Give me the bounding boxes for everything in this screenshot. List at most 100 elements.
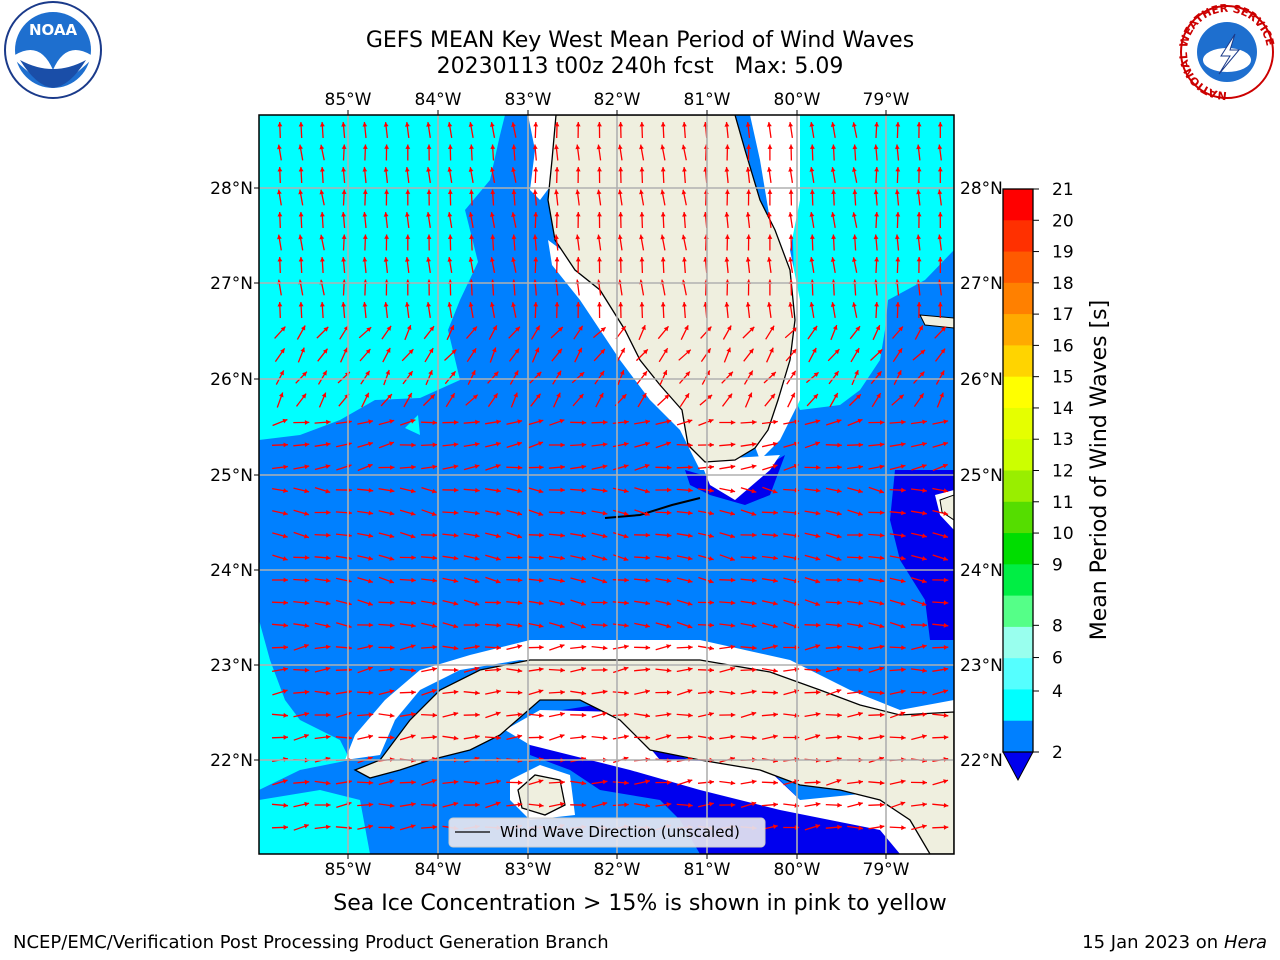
colorbar-segment — [1003, 376, 1033, 409]
wind-arrow — [591, 667, 608, 673]
wind-arrow — [442, 599, 459, 606]
wind-arrow — [655, 441, 672, 449]
wind-arrow — [317, 348, 329, 362]
lon-top-label: 85°W — [325, 90, 372, 110]
wind-arrow — [277, 301, 283, 319]
wind-arrow — [676, 734, 693, 740]
wind-arrow — [357, 780, 374, 786]
wind-arrow — [682, 301, 687, 319]
wind-arrow — [399, 668, 416, 673]
wind-arrow — [911, 577, 927, 584]
wind-arrow — [676, 419, 693, 426]
wind-arrow — [830, 324, 838, 341]
wind-arrow — [570, 487, 587, 493]
wind-arrow — [740, 735, 757, 741]
wind-arrow — [676, 621, 693, 629]
florida-keys — [604, 497, 701, 519]
wind-arrow — [932, 803, 949, 808]
wind-arrow — [766, 347, 774, 363]
wind-arrow — [490, 234, 496, 251]
wind-arrow — [932, 825, 949, 830]
wind-arrow — [868, 712, 885, 718]
wind-arrow — [804, 419, 821, 426]
wind-arrow — [744, 392, 753, 408]
wind-arrow — [804, 599, 821, 606]
wind-arrow — [591, 510, 608, 516]
wind-arrow — [740, 801, 757, 809]
wind-arrow — [767, 234, 773, 251]
wind-arrow — [831, 234, 836, 251]
wind-arrow — [916, 256, 922, 274]
wind-arrow — [847, 801, 863, 808]
wind-arrow — [639, 211, 645, 229]
wind-arrow — [554, 189, 559, 206]
wind-arrow — [357, 510, 374, 516]
wind-arrow — [548, 555, 565, 561]
wind-arrow — [421, 578, 438, 583]
wind-arrow — [399, 531, 416, 539]
wind-arrow — [548, 711, 565, 718]
wind-arrow — [549, 734, 565, 741]
wind-arrow — [570, 802, 587, 808]
wind-arrow — [510, 392, 518, 408]
wind-arrow — [676, 644, 693, 650]
wind-arrow — [341, 166, 346, 184]
wind-arrow — [847, 464, 864, 470]
wind-arrow-field — [271, 121, 949, 831]
wind-arrow — [616, 347, 626, 363]
lat-right-label: 24°N — [960, 561, 1003, 581]
wind-arrow — [554, 301, 560, 319]
wind-arrow — [810, 189, 815, 206]
wind-arrow — [490, 189, 496, 206]
wind-arrow — [932, 463, 948, 472]
wind-arrow — [719, 509, 736, 516]
wind-arrow — [724, 211, 730, 229]
wind-arrow — [597, 166, 602, 184]
wind-arrow — [463, 644, 480, 650]
wind-arrow — [319, 234, 325, 251]
wind-arrow — [895, 121, 901, 139]
wind-arrow — [697, 779, 715, 785]
wind-arrow — [612, 509, 629, 516]
wind-arrow — [634, 464, 650, 471]
wind-arrow — [825, 487, 842, 494]
wind-arrow — [889, 801, 906, 809]
wind-arrow — [591, 689, 608, 695]
wind-arrow — [597, 256, 602, 274]
wind-arrow — [804, 779, 821, 785]
wind-arrow — [830, 211, 836, 229]
wind-arrow — [761, 532, 778, 538]
wind-arrow — [639, 166, 645, 184]
wind-arrow — [895, 211, 901, 229]
wind-arrow — [596, 234, 602, 251]
wind-arrow — [271, 802, 289, 808]
wind-arrow — [533, 256, 539, 274]
wind-arrow — [506, 802, 523, 807]
wind-arrow — [847, 418, 863, 427]
lon-top-label: 81°W — [684, 90, 731, 110]
wind-arrow — [847, 711, 863, 718]
wind-arrow — [596, 189, 602, 206]
lat-right-label: 23°N — [960, 656, 1003, 676]
wind-arrow — [937, 167, 943, 183]
wind-arrow — [274, 348, 286, 362]
wind-arrow — [740, 622, 757, 628]
wind-arrow — [932, 487, 949, 493]
wind-arrow — [444, 349, 457, 361]
wind-arrow — [378, 600, 395, 605]
wind-arrow — [357, 644, 374, 650]
lon-bottom-label: 80°W — [774, 860, 821, 880]
colorbar-segment — [1003, 720, 1033, 753]
wind-arrow — [745, 122, 751, 138]
wind-arrow — [506, 419, 523, 425]
wind-arrow — [788, 257, 794, 273]
wind-arrow — [636, 370, 648, 385]
lat-right-label: 25°N — [960, 466, 1003, 486]
wind-arrow — [678, 349, 692, 361]
lon-bottom-label: 83°W — [505, 860, 552, 880]
colorbar-label: Mean Period of Wind Waves [s] — [1087, 300, 1112, 640]
lon-ticks-top: 85°W 84°W 83°W 82°W 81°W 80°W 79°W — [325, 90, 910, 115]
wind-arrow — [937, 189, 943, 206]
wind-arrow — [889, 442, 906, 447]
